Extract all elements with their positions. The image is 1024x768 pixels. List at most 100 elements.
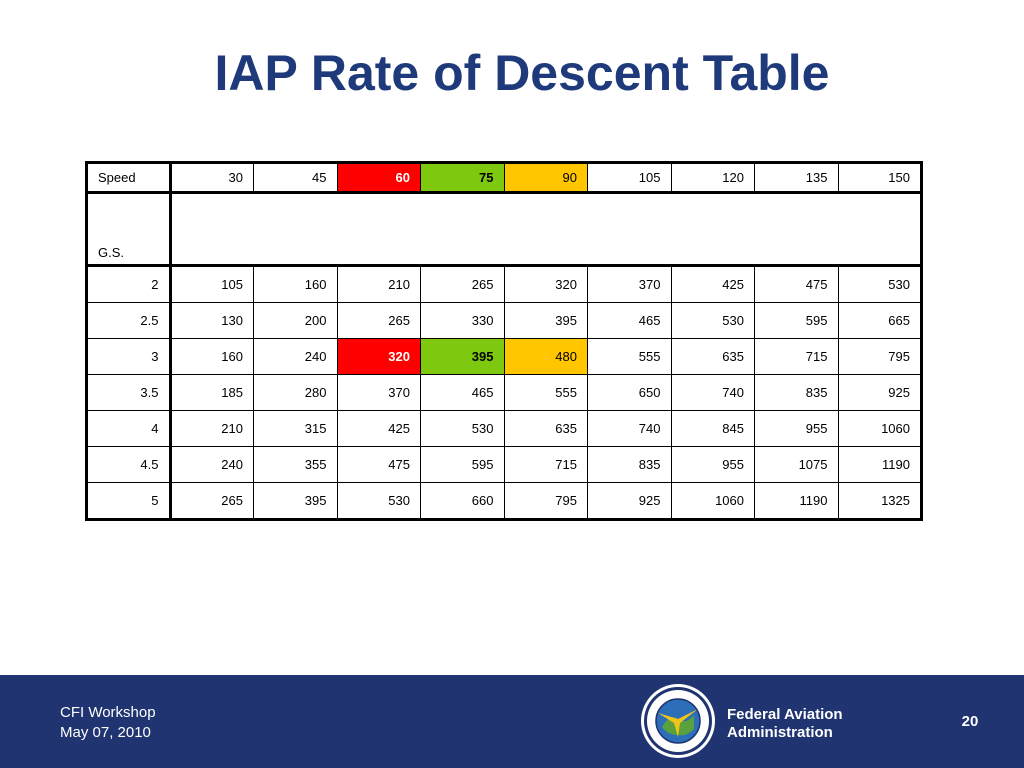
descent-rate-cell: 660 — [420, 482, 505, 520]
speed-header-row: Speed 30 45 60 75 90 105 120 135 150 — [86, 162, 922, 194]
descent-rate-cell: 330 — [420, 302, 505, 339]
descent-rate-cell: 955 — [670, 446, 755, 483]
speed-cell-highlight-green: 75 — [420, 162, 505, 194]
descent-rate-cell: 795 — [837, 338, 922, 375]
descent-rate-cell: 425 — [336, 410, 421, 447]
descent-rate-cell: 835 — [587, 446, 672, 483]
descent-rate-cell: 530 — [336, 482, 421, 520]
descent-rate-cell: 530 — [420, 410, 505, 447]
descent-rate-cell: 740 — [587, 410, 672, 447]
descent-rate-cell: 425 — [670, 265, 755, 303]
gs-label: G.S. — [86, 192, 172, 267]
descent-rate-cell: 555 — [587, 338, 672, 375]
descent-rate-cell: 315 — [253, 410, 338, 447]
descent-rate-cell-highlight-green: 395 — [420, 338, 505, 375]
speed-cell: 120 — [670, 162, 755, 194]
descent-rate-cell: 370 — [587, 265, 672, 303]
speed-cell-highlight-red: 60 — [336, 162, 421, 194]
table-row: 2 105 160 210 265 320 370 425 475 530 — [86, 265, 922, 303]
faa-seal-icon — [641, 684, 715, 758]
footer-event-info: CFI Workshop May 07, 2010 — [60, 703, 156, 743]
descent-rate-cell: 395 — [253, 482, 338, 520]
event-date: May 07, 2010 — [60, 724, 151, 741]
descent-rate-cell: 555 — [503, 374, 588, 411]
descent-rate-cell-highlight-yellow: 480 — [503, 338, 588, 375]
descent-rate-cell: 1190 — [837, 446, 922, 483]
descent-rate-cell: 635 — [670, 338, 755, 375]
descent-rate-cell: 595 — [754, 302, 839, 339]
descent-rate-cell: 465 — [587, 302, 672, 339]
descent-rate-cell: 740 — [670, 374, 755, 411]
descent-rate-cell: 240 — [169, 446, 254, 483]
speed-cell: 45 — [253, 162, 338, 194]
descent-rate-cell: 650 — [587, 374, 672, 411]
gs-value: 4 — [86, 410, 172, 447]
agency-line-2: Administration — [727, 724, 833, 741]
descent-rate-cell: 265 — [169, 482, 254, 520]
descent-rate-cell: 1060 — [670, 482, 755, 520]
descent-rate-cell: 160 — [169, 338, 254, 375]
descent-rate-cell: 795 — [503, 482, 588, 520]
descent-rate-cell: 925 — [587, 482, 672, 520]
gs-value: 2.5 — [86, 302, 172, 339]
gs-header-blank — [169, 192, 922, 267]
gs-value: 5 — [86, 482, 172, 520]
descent-rate-cell: 240 — [253, 338, 338, 375]
descent-rate-cell: 715 — [754, 338, 839, 375]
descent-rate-cell: 320 — [503, 265, 588, 303]
descent-rate-cell: 530 — [670, 302, 755, 339]
descent-rate-cell: 715 — [503, 446, 588, 483]
descent-rate-cell: 475 — [754, 265, 839, 303]
descent-rate-cell: 1325 — [837, 482, 922, 520]
gs-header-row: G.S. — [86, 192, 922, 267]
descent-rate-cell: 530 — [837, 265, 922, 303]
speed-cell-highlight-yellow: 90 — [503, 162, 588, 194]
descent-rate-cell: 210 — [169, 410, 254, 447]
gs-value: 3 — [86, 338, 172, 375]
descent-rate-cell: 475 — [336, 446, 421, 483]
descent-rate-cell: 925 — [837, 374, 922, 411]
descent-rate-cell: 130 — [169, 302, 254, 339]
descent-rate-cell: 265 — [336, 302, 421, 339]
descent-rate-cell: 395 — [503, 302, 588, 339]
descent-rate-cell: 200 — [253, 302, 338, 339]
table-row: 3.5 185 280 370 465 555 650 740 835 925 — [86, 374, 922, 411]
agency-name: Federal Aviation Administration — [727, 706, 843, 742]
descent-rate-cell: 1060 — [837, 410, 922, 447]
slide-footer: CFI Workshop May 07, 2010 Federal Aviati… — [0, 675, 1024, 768]
agency-line-1: Federal Aviation — [727, 706, 843, 723]
descent-rate-cell: 210 — [336, 265, 421, 303]
descent-rate-cell: 280 — [253, 374, 338, 411]
table-row: 3 160 240 320 395 480 555 635 715 795 — [86, 338, 922, 375]
descent-rate-cell: 1190 — [754, 482, 839, 520]
event-name: CFI Workshop — [60, 704, 156, 721]
descent-rate-cell: 355 — [253, 446, 338, 483]
table-row: 4.5 240 355 475 595 715 835 955 1075 119… — [86, 446, 922, 483]
descent-rate-cell: 665 — [837, 302, 922, 339]
descent-rate-cell: 465 — [420, 374, 505, 411]
descent-rate-cell-highlight-red: 320 — [336, 338, 421, 375]
descent-rate-cell: 1075 — [754, 446, 839, 483]
descent-rate-cell: 835 — [754, 374, 839, 411]
rate-of-descent-table: Speed 30 45 60 75 90 105 120 135 150 G.S… — [85, 161, 923, 521]
table-row: 4 210 315 425 530 635 740 845 955 1060 — [86, 410, 922, 447]
descent-rate-cell: 265 — [420, 265, 505, 303]
gs-value: 4.5 — [86, 446, 172, 483]
descent-rate-cell: 370 — [336, 374, 421, 411]
descent-rate-cell: 160 — [253, 265, 338, 303]
speed-cell: 135 — [754, 162, 839, 194]
slide-title: IAP Rate of Descent Table — [214, 45, 830, 101]
gs-value: 3.5 — [86, 374, 172, 411]
speed-cell: 105 — [587, 162, 672, 194]
descent-rate-cell: 845 — [670, 410, 755, 447]
speed-label: Speed — [86, 162, 172, 194]
speed-cell: 30 — [169, 162, 254, 194]
descent-rate-cell: 635 — [503, 410, 588, 447]
descent-rate-cell: 185 — [169, 374, 254, 411]
speed-cell: 150 — [837, 162, 922, 194]
descent-rate-cell: 955 — [754, 410, 839, 447]
page-number: 20 — [961, 713, 979, 730]
descent-rate-cell: 105 — [169, 265, 254, 303]
gs-value: 2 — [86, 265, 172, 303]
table-row: 2.5 130 200 265 330 395 465 530 595 665 — [86, 302, 922, 339]
